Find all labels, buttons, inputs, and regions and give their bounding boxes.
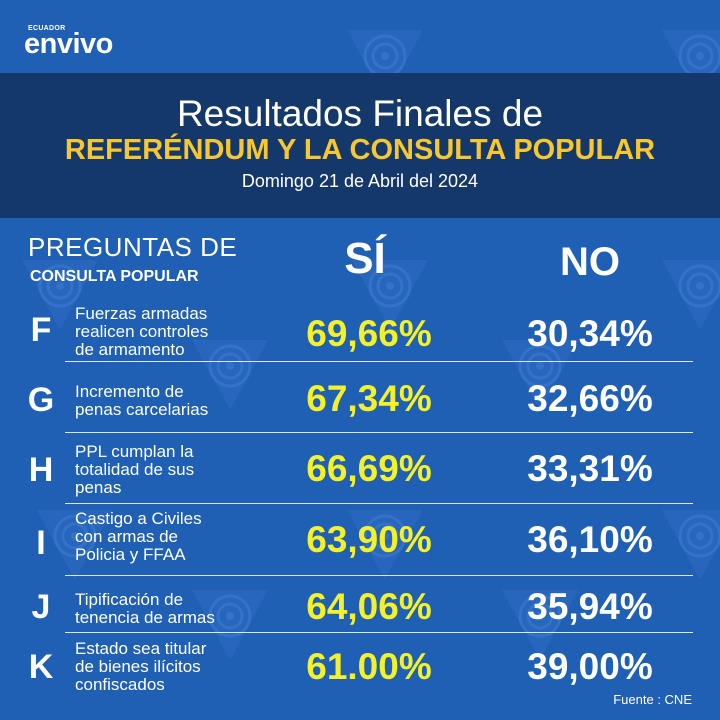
no-percentage: 32,66% [527,378,653,419]
question-text-line: tenencia de armas [75,608,215,627]
question-text: Incremento de penas carcelarias [75,383,275,419]
question-text-line: Tipificación de [75,590,184,609]
no-percentage: 39,00% [527,646,653,687]
row-divider [65,432,693,433]
brand-logo: ECUADOR envivo [24,22,174,66]
question-text-line: con armas de [75,527,178,546]
logo-country: ECUADOR [28,25,66,32]
question-text: Tipificación de tenencia de armas [75,591,275,627]
question-text: Fuerzas armadas realicen controles de arma… [75,305,275,359]
question-text-line: PPL cumplan la [75,442,194,461]
yes-percentage: 69,66% [306,313,432,354]
row-divider [65,503,693,504]
question-text-line: realicen controles [75,322,209,341]
no-percentage: 30,34% [527,313,653,354]
question-text: Estado sea titular de bienes ilícitos conf… [75,640,275,694]
question-letter: F [30,311,52,349]
question-text-line: penas [75,478,122,497]
title-line-1: Resultados Finales de [176,93,544,134]
question-text-line: penas carcelarias [75,400,209,419]
header-band [0,73,720,218]
question-text-line: Estado sea titular [75,639,207,658]
question-text-line: Castigo a Civiles [75,509,202,528]
question-text-line: Policia y FFAA [75,545,186,564]
no-percentage: 36,10% [527,519,653,560]
row-divider [65,575,693,576]
question-letter: I [36,524,46,562]
question-letter: H [28,451,54,489]
question-text: Castigo a Civiles con armas de Policia y F… [75,510,275,564]
question-text-line: confiscados [75,675,165,694]
source-credit: Fuente : CNE [613,692,692,707]
logo-wordmark: envivo [24,28,113,60]
questions-heading: PREGUNTAS DE [28,232,238,262]
question-letter: J [31,588,51,626]
yes-percentage: 66,69% [306,448,432,489]
title-line-2: REFERÉNDUM Y LA CONSULTA POPULAR [64,134,656,166]
question-letter: G [27,381,55,419]
question-text-line: Incremento de [75,382,184,401]
yes-percentage: 61.00% [306,646,432,687]
no-column-heading: NO [560,240,620,284]
yes-column-heading: SÍ [344,234,386,283]
row-divider [65,361,693,362]
question-letter: K [28,648,54,686]
question-text-line: de armamento [75,340,185,359]
question-text: PPL cumplan la totalidad de sus penas [75,443,275,497]
question-text-line: de bienes ilícitos [75,657,201,676]
no-percentage: 33,31% [527,448,653,489]
question-text-line: Fuerzas armadas [75,304,208,323]
questions-subheading: CONSULTA POPULAR [30,268,199,285]
row-divider [65,632,693,633]
date-subtitle: Domingo 21 de Abril del 2024 [241,171,479,191]
yes-percentage: 64,06% [306,586,432,627]
yes-percentage: 63,90% [306,519,432,560]
question-text-line: totalidad de sus [75,460,195,479]
yes-percentage: 67,34% [306,378,432,419]
no-percentage: 35,94% [527,586,653,627]
